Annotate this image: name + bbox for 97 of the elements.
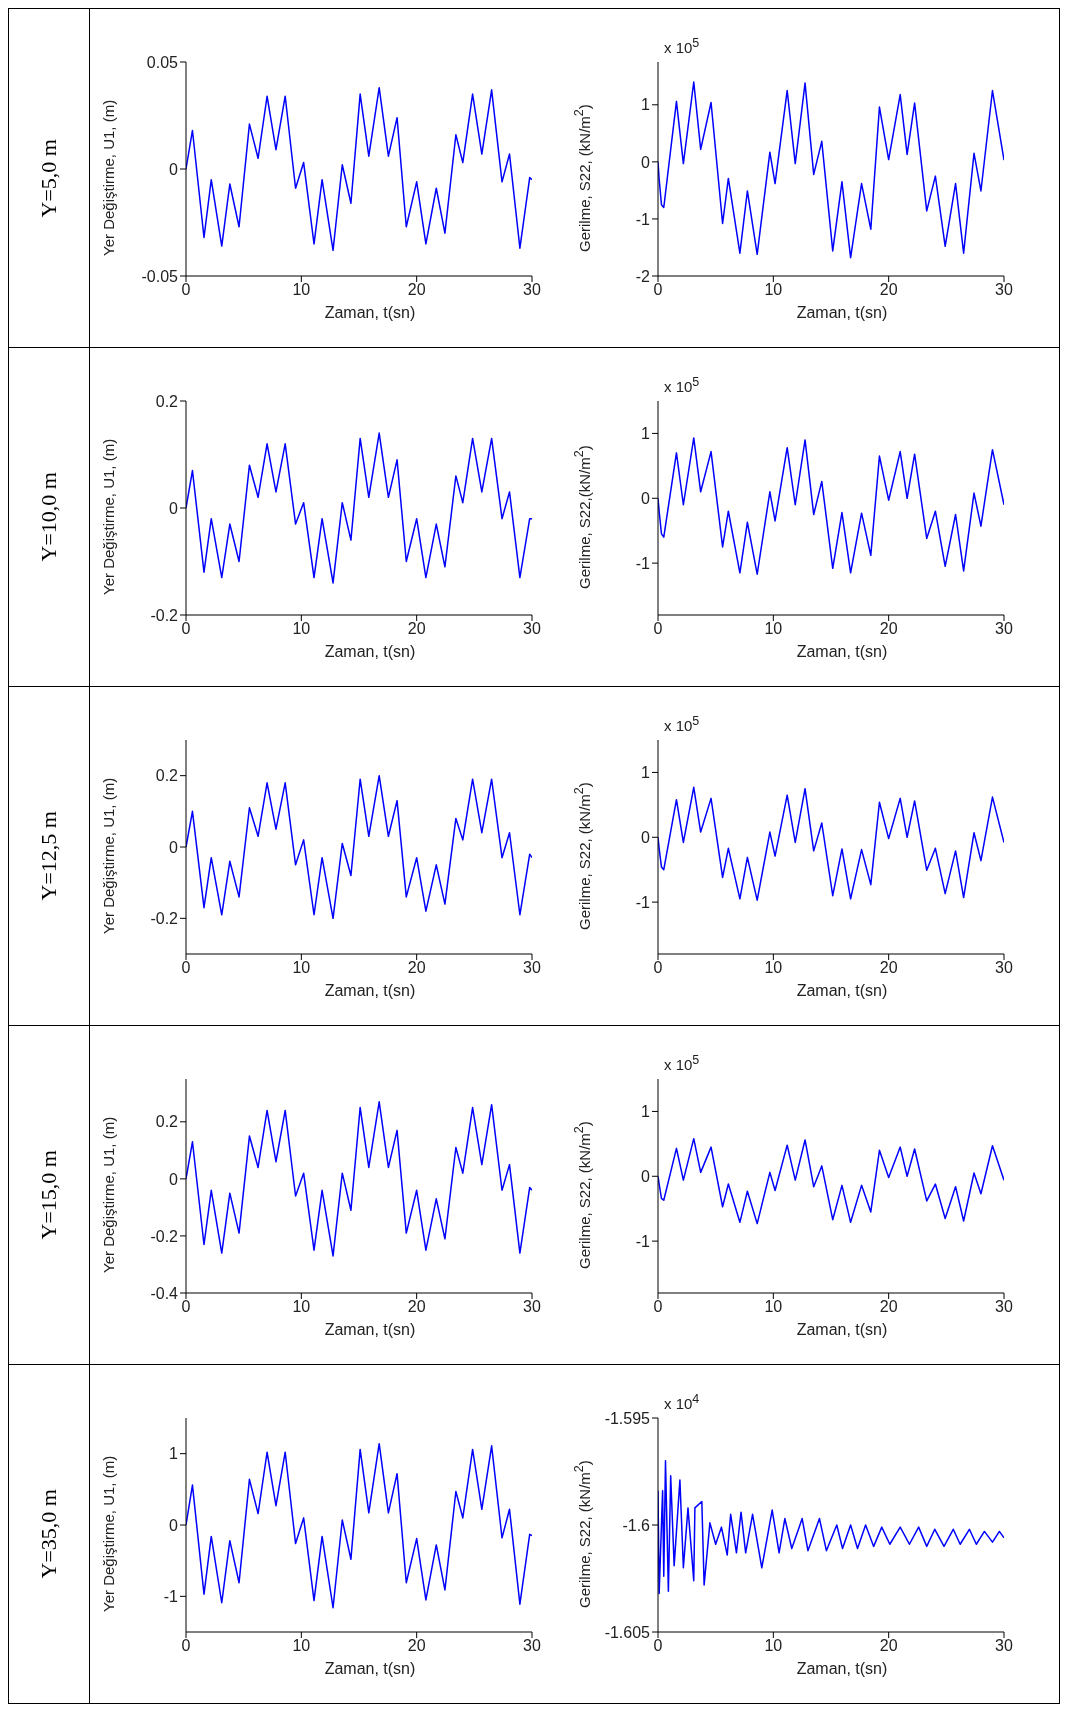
x-tick-label: 10 — [292, 959, 311, 977]
x-axis-title: Zaman, t(sn) — [795, 1321, 889, 1339]
x-tick-label: 30 — [995, 1637, 1013, 1655]
x-tick-label: 20 — [407, 959, 426, 977]
text: Y=12,5 m — [36, 811, 62, 901]
x-tick-label: 30 — [523, 281, 541, 299]
x-axis-title: Zaman, t(sn) — [795, 643, 889, 661]
y-tick-label: -1.605 — [604, 1623, 651, 1641]
text: Y=5,0 m — [36, 138, 62, 218]
x-axis-title: Zaman, t(sn) — [795, 304, 889, 322]
y-axis-title: Yer Değiştirme, U1, (m) — [100, 776, 118, 937]
x-tick-label: 0 — [181, 1637, 191, 1655]
x-tick-label: 30 — [523, 620, 541, 638]
y-tick-label: 0 — [641, 489, 651, 507]
text: x 10$^{5}$ — [664, 375, 700, 395]
y-axis-title: Yer Değiştirme, U1, (m) — [100, 1454, 118, 1615]
x-tick-label: 0 — [181, 620, 191, 638]
y-tick-label: -1 — [635, 893, 651, 911]
x-tick-label: 30 — [523, 959, 541, 977]
y-axis-title: Yer Değiştirme, U1, (m) — [100, 98, 118, 259]
y-tick-label: 0.2 — [155, 1113, 179, 1131]
x-tick-label: 0 — [181, 281, 191, 299]
x-tick-label: 30 — [995, 959, 1013, 977]
x-axis-title: Zaman, t(sn) — [795, 1660, 889, 1678]
y-tick-label: 0 — [169, 160, 179, 178]
y-tick-label: 0 — [169, 838, 179, 856]
y-tick-label: 0.05 — [146, 53, 179, 71]
x-axis-title: Zaman, t(sn) — [323, 982, 417, 1000]
y-tick-label: 1 — [169, 1445, 179, 1463]
y-tick-label: 0 — [169, 499, 179, 517]
text: x 10$^{5}$ — [664, 714, 700, 734]
x-tick-label: 10 — [292, 281, 311, 299]
y-tick-label: -0.2 — [150, 606, 179, 624]
x-tick-label: 30 — [995, 1298, 1013, 1316]
x-axis-title: Zaman, t(sn) — [323, 304, 417, 322]
x-tick-label: 10 — [764, 1637, 783, 1655]
y-tick-label: 1 — [641, 425, 651, 443]
x-tick-label: 20 — [407, 620, 426, 638]
y-tick-label: 0 — [641, 1167, 651, 1185]
x-axis-title: Zaman, t(sn) — [795, 982, 889, 1000]
x-tick-label: 0 — [653, 1637, 663, 1655]
x-axis-title: Zaman, t(sn) — [323, 1660, 417, 1678]
x-tick-label: 20 — [879, 281, 898, 299]
x-tick-label: 10 — [764, 1298, 783, 1316]
text: x 10$^{5}$ — [664, 36, 700, 56]
y-tick-label: -1.6 — [622, 1516, 651, 1534]
y-tick-label: 0 — [641, 828, 651, 846]
y-tick-label: -1 — [635, 210, 651, 228]
y-tick-label: -1 — [163, 1588, 179, 1606]
x-tick-label: 0 — [653, 959, 663, 977]
x-tick-label: 20 — [407, 281, 426, 299]
y-tick-label: 0.2 — [155, 767, 179, 785]
y-tick-label: 1 — [641, 1103, 651, 1121]
x-tick-label: 20 — [879, 1298, 898, 1316]
y-tick-label: -0.2 — [150, 1227, 179, 1245]
x-tick-label: 30 — [523, 1637, 541, 1655]
x-tick-label: 10 — [292, 1298, 311, 1316]
x-tick-label: 10 — [764, 959, 783, 977]
x-tick-label: 0 — [653, 281, 663, 299]
text: Y=15,0 m — [36, 1150, 62, 1240]
y-tick-label: 1 — [641, 96, 651, 114]
y-tick-label: -1 — [635, 1232, 651, 1250]
y-tick-label: -1 — [635, 554, 651, 572]
y-axis-title: Yer Değiştirme, U1, (m) — [100, 1115, 118, 1276]
x-tick-label: 10 — [764, 620, 783, 638]
x-tick-label: 20 — [879, 1637, 898, 1655]
x-tick-label: 30 — [995, 281, 1013, 299]
y-tick-label: -2 — [635, 267, 651, 285]
x-axis-title: Zaman, t(sn) — [323, 1321, 417, 1339]
x-tick-label: 30 — [523, 1298, 541, 1316]
x-tick-label: 0 — [181, 959, 191, 977]
x-tick-label: 10 — [764, 281, 783, 299]
y-tick-label: -0.4 — [150, 1284, 179, 1302]
x-tick-label: 20 — [879, 959, 898, 977]
y-tick-label: -1.595 — [604, 1409, 651, 1427]
x-tick-label: 0 — [653, 1298, 663, 1316]
x-tick-label: 20 — [879, 620, 898, 638]
text: Y=10,0 m — [36, 472, 62, 562]
y-tick-label: 0 — [169, 1516, 179, 1534]
x-tick-label: 30 — [995, 620, 1013, 638]
text: Y=35,0 m — [36, 1489, 62, 1579]
x-tick-label: 20 — [407, 1298, 426, 1316]
y-tick-label: 0 — [641, 153, 651, 171]
x-tick-label: 0 — [181, 1298, 191, 1316]
x-tick-label: 0 — [653, 620, 663, 638]
x-axis-title: Zaman, t(sn) — [323, 643, 417, 661]
y-tick-label: 1 — [641, 764, 651, 782]
x-tick-label: 10 — [292, 620, 311, 638]
y-tick-label: 0.2 — [155, 392, 179, 410]
y-axis-title: Yer Değiştirme, U1, (m) — [100, 437, 118, 598]
y-tick-label: -0.2 — [150, 910, 179, 928]
text: x 10$^{4}$ — [664, 1392, 700, 1412]
x-tick-label: 20 — [407, 1637, 426, 1655]
y-tick-label: -0.05 — [141, 267, 179, 285]
y-tick-label: 0 — [169, 1170, 179, 1188]
x-tick-label: 10 — [292, 1637, 311, 1655]
text: x 10$^{5}$ — [664, 1053, 700, 1073]
